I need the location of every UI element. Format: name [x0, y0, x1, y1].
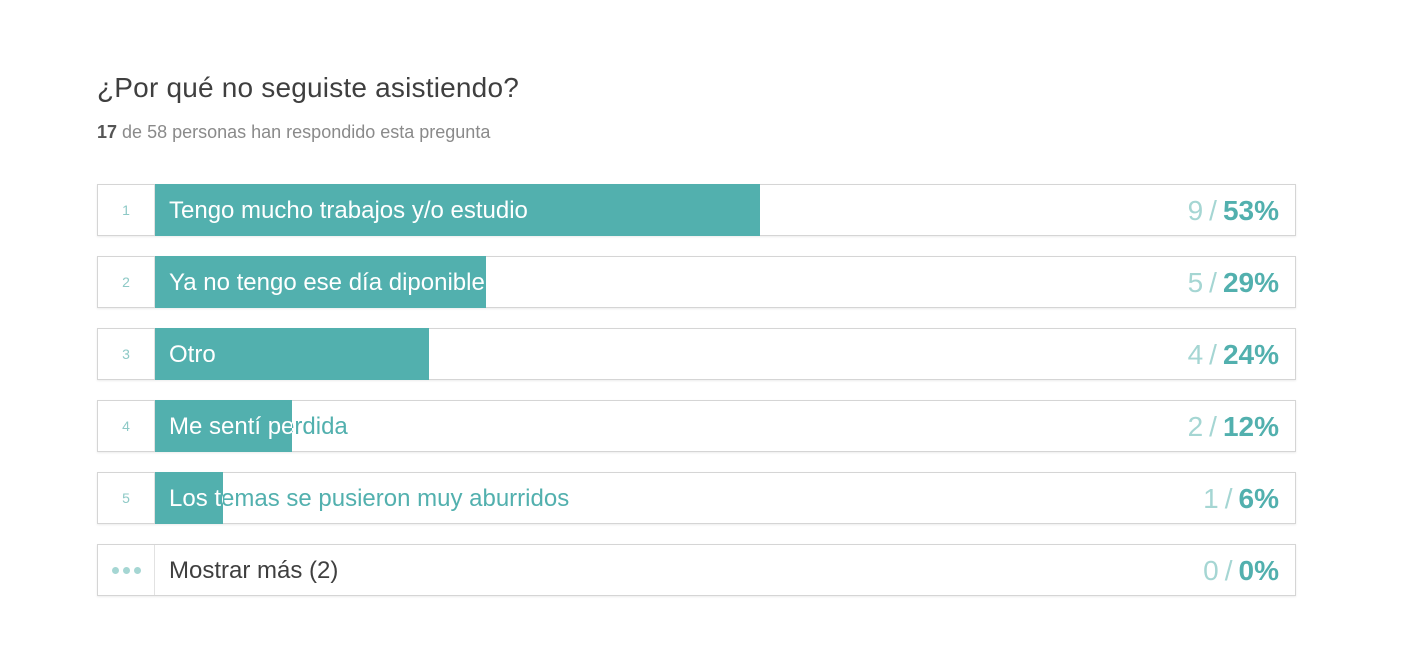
option-label-overlay: Ya no tengo ese día diponible: [155, 256, 486, 308]
rank-number: 1: [98, 185, 155, 235]
result-stat: 2/12%: [1188, 401, 1279, 451]
rank-number: 5: [98, 473, 155, 523]
vote-count: 4: [1187, 339, 1204, 370]
vote-percent: 53%: [1222, 195, 1279, 226]
vote-count: 0: [1203, 555, 1219, 586]
result-row: 5 Los temas se pusieron muy aburridos Lo…: [97, 472, 1296, 524]
bar-track: Mostrar más (2) 0/0%: [155, 545, 1295, 595]
show-more-row[interactable]: Mostrar más (2) 0/0%: [97, 544, 1296, 596]
result-row: 1 Tengo mucho trabajos y/o estudio Tengo…: [97, 184, 1296, 236]
result-stat: 9/53%: [1188, 185, 1279, 235]
stat-separator: /: [1224, 483, 1233, 514]
result-bar: [155, 472, 224, 524]
dot: [111, 566, 119, 574]
result-stat: 4/24%: [1188, 329, 1279, 379]
rank-number: 4: [98, 401, 155, 451]
bar-track: Tengo mucho trabajos y/o estudio Tengo m…: [155, 184, 1295, 236]
answered-text: de 58 personas han respondido esta pregu…: [122, 122, 491, 142]
bar-track: Los temas se pusieron muy aburridos Los …: [155, 472, 1295, 524]
vote-percent: 12%: [1222, 411, 1279, 442]
answered-count: 17: [97, 122, 118, 142]
vote-count: 1: [1203, 483, 1219, 514]
result-bar: [155, 400, 292, 452]
question-title: ¿Por qué no seguiste asistiendo?: [97, 72, 519, 103]
option-label-on-bar: Tengo mucho trabajos y/o estudio: [169, 197, 528, 224]
response-summary: 17 de 58 personas han respondido esta pr…: [97, 122, 490, 143]
vote-percent: 0%: [1238, 555, 1279, 586]
result-row: 2 Ya no tengo ese día diponible Ya no te…: [97, 256, 1296, 308]
option-label-overlay: Los temas se pusieron muy aburridos: [155, 472, 223, 524]
option-label-on-bar: Otro: [169, 341, 216, 368]
result-row: 3 Otro Otro 4/24%: [97, 328, 1296, 380]
bar-track: Me sentí perdida Me sentí perdida 2/12%: [155, 400, 1295, 452]
vote-percent: 6%: [1238, 483, 1279, 514]
stat-separator: /: [1224, 555, 1233, 586]
vote-percent: 29%: [1222, 267, 1279, 298]
option-label-overlay: Otro: [155, 328, 429, 380]
more-dots-icon: [98, 545, 155, 595]
vote-count: 9: [1187, 195, 1204, 226]
stat-separator: /: [1209, 195, 1217, 226]
result-bar: [155, 256, 486, 308]
result-row: 4 Me sentí perdida Me sentí perdida 2/12…: [97, 400, 1296, 452]
vote-count: 2: [1187, 411, 1204, 442]
dot: [122, 566, 130, 574]
bar-track: Ya no tengo ese día diponible Ya no teng…: [155, 256, 1295, 308]
option-label-overlay: Me sentí perdida: [155, 400, 292, 452]
stat-separator: /: [1209, 411, 1217, 442]
stat-separator: /: [1209, 339, 1217, 370]
result-stat: 0/0%: [1203, 545, 1279, 595]
option-label: Los temas se pusieron muy aburridos: [169, 485, 570, 512]
results-list: 1 Tengo mucho trabajos y/o estudio Tengo…: [97, 184, 1296, 616]
result-stat: 5/29%: [1188, 257, 1279, 307]
option-label-overlay: Tengo mucho trabajos y/o estudio: [155, 184, 760, 236]
stat-separator: /: [1209, 267, 1217, 298]
rank-number: 2: [98, 257, 155, 307]
option-label-on-bar: Ya no tengo ese día diponible: [169, 269, 485, 296]
option-label-on-bar: Los temas se pusieron muy aburridos: [169, 485, 223, 512]
vote-percent: 24%: [1222, 339, 1279, 370]
rank-number: 3: [98, 329, 155, 379]
show-more-label[interactable]: Mostrar más (2): [169, 557, 339, 584]
result-stat: 1/6%: [1203, 473, 1279, 523]
result-bar: [155, 184, 760, 236]
option-label-on-bar: Me sentí perdida: [169, 413, 292, 440]
bar-track: Otro Otro 4/24%: [155, 328, 1295, 380]
result-bar: [155, 328, 429, 380]
vote-count: 5: [1187, 267, 1204, 298]
dot: [133, 566, 141, 574]
